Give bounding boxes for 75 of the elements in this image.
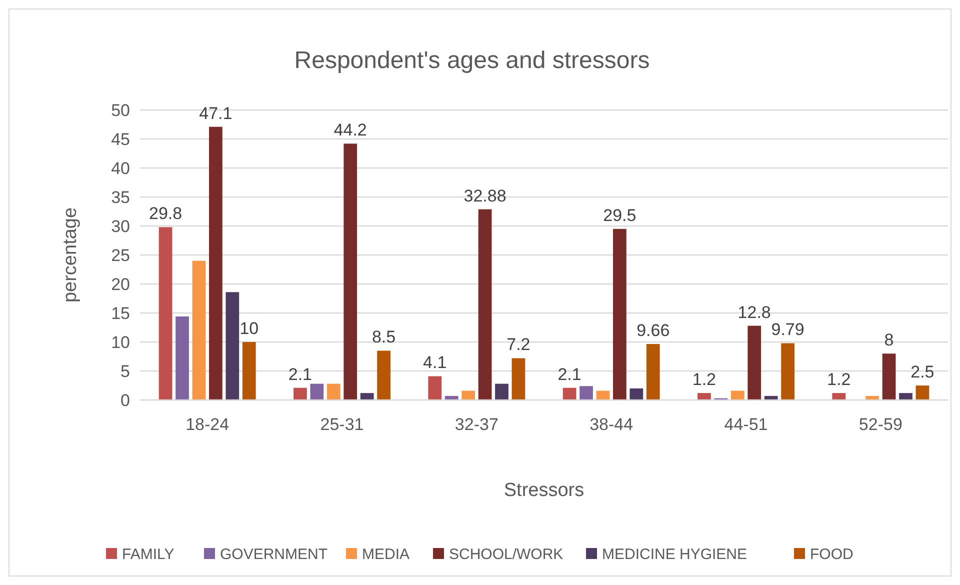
bar — [462, 390, 475, 400]
bar — [580, 386, 593, 400]
legend-label: MEDICINE HYGIENE — [602, 546, 748, 563]
data-label: 32.88 — [464, 186, 506, 206]
bar — [512, 358, 526, 400]
bar — [428, 376, 442, 400]
y-tick-label: 20 — [111, 274, 130, 294]
y-tick-label: 10 — [111, 332, 130, 352]
bar — [730, 390, 744, 400]
y-tick-label: 35 — [111, 188, 130, 207]
y-tick-label: 5 — [120, 362, 130, 381]
data-label: 9.66 — [636, 320, 670, 340]
bar — [832, 393, 846, 400]
data-label: 2.1 — [558, 364, 582, 384]
x-axis-title: Stressors — [504, 480, 584, 501]
bar — [899, 393, 912, 400]
y-tick-label: 50 — [111, 100, 130, 120]
bar — [209, 126, 222, 400]
bar — [596, 390, 610, 400]
y-axis-title: percentage — [60, 207, 81, 303]
data-label: 1.2 — [692, 370, 716, 390]
data-label: 47.1 — [199, 104, 232, 123]
bar — [882, 354, 896, 400]
bar — [294, 388, 307, 400]
bar — [478, 209, 492, 400]
bar — [310, 384, 324, 400]
y-tick-label: 0 — [120, 390, 130, 410]
bar — [377, 350, 390, 400]
bar — [176, 316, 189, 400]
legend-label: GOVERNMENT — [220, 546, 328, 563]
x-tick-label: 32-37 — [454, 415, 498, 434]
bar — [748, 326, 762, 400]
chart-title: Respondent's ages and stressors — [294, 47, 650, 74]
bar — [326, 384, 340, 400]
y-tick-label: 30 — [111, 216, 130, 236]
data-label: 29.5 — [603, 206, 636, 225]
data-label: 44.2 — [334, 120, 367, 140]
y-tick-label: 15 — [111, 304, 130, 323]
x-tick-label: 18-24 — [186, 415, 230, 434]
bar — [495, 384, 508, 400]
legend-label: MEDIA — [362, 546, 410, 563]
data-label: 2.1 — [288, 364, 312, 384]
y-tick-label: 25 — [111, 246, 130, 265]
x-tick-label: 52-59 — [858, 415, 902, 434]
legend-label: FAMILY — [122, 546, 174, 563]
bar — [613, 228, 626, 400]
data-label: 4.1 — [423, 353, 447, 372]
y-tick-label: 40 — [111, 158, 130, 178]
bar — [226, 292, 240, 400]
legend-label: SCHOOL/WORK — [449, 546, 564, 563]
bar — [781, 343, 794, 400]
bar — [698, 393, 711, 400]
data-label: 2.5 — [910, 362, 934, 382]
data-label: 8.5 — [372, 328, 396, 347]
x-tick-label: 38-44 — [590, 415, 634, 434]
bar — [192, 260, 206, 400]
bar — [242, 342, 256, 400]
bar — [360, 393, 374, 400]
data-label: 12.8 — [738, 302, 771, 322]
data-label: 10 — [240, 319, 259, 338]
data-label: 8 — [884, 330, 894, 350]
legend-label: FOOD — [810, 546, 854, 563]
bar — [562, 388, 576, 400]
data-label: 7.2 — [506, 335, 530, 354]
bar — [344, 144, 358, 400]
x-tick-label: 25-31 — [320, 415, 364, 434]
data-label: 9.79 — [771, 320, 804, 340]
bar — [646, 344, 660, 400]
data-label: 1.2 — [827, 370, 851, 390]
data-label: 29.8 — [148, 204, 182, 224]
x-tick-label: 44-51 — [724, 415, 768, 434]
y-tick-label: 45 — [111, 130, 130, 149]
bar — [630, 388, 644, 400]
bar — [916, 386, 930, 400]
bar — [158, 227, 172, 400]
